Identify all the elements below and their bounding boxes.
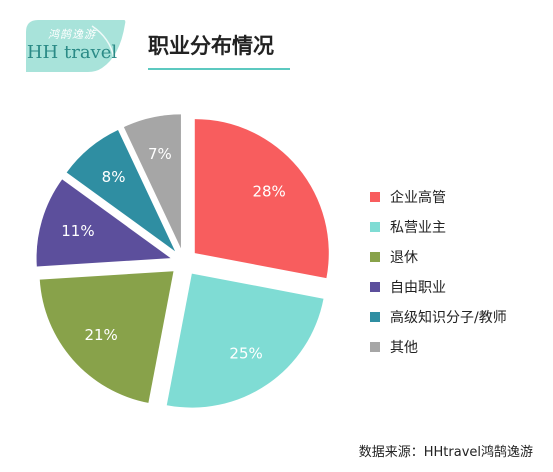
legend-item-5: 高级知识分子/教师 — [370, 302, 507, 332]
pie-slice-1 — [194, 119, 329, 279]
legend-item-1: 企业高管 — [370, 182, 507, 212]
legend-label: 自由职业 — [390, 280, 446, 296]
legend-label: 企业高管 — [390, 190, 446, 206]
page-title: 职业分布情况 — [148, 34, 274, 58]
legend-label: 私营业主 — [390, 220, 446, 236]
pie-label-4: 11% — [61, 222, 94, 240]
legend-swatch — [370, 252, 380, 262]
legend-label: 其他 — [390, 340, 418, 356]
title-underline — [148, 68, 290, 70]
pie-slice-2 — [166, 273, 324, 408]
legend-swatch — [370, 342, 380, 352]
logo-brand-text: HH travel — [26, 42, 118, 63]
legend-swatch — [370, 192, 380, 202]
pie-label-1: 28% — [252, 183, 285, 201]
pie-label-6: 7% — [148, 145, 172, 163]
legend-item-2: 私营业主 — [370, 212, 507, 242]
logo-leaf-shape — [26, 20, 126, 72]
legend-item-4: 自由职业 — [370, 272, 507, 302]
pie-slice-4 — [36, 179, 171, 267]
legend-item-3: 退休 — [370, 242, 507, 272]
legend-swatch — [370, 282, 380, 292]
legend-swatch — [370, 222, 380, 232]
logo-script-text: 鸿鹄逸游 — [48, 28, 96, 41]
pie-slice-6 — [123, 114, 181, 249]
data-source-note: 数据来源：HHtravel鸿鹄逸游 — [358, 445, 533, 460]
legend-label: 高级知识分子/教师 — [390, 310, 507, 326]
legend-label: 退休 — [390, 250, 418, 266]
brand-logo: 鸿鹄逸游 HH travel — [22, 18, 126, 72]
legend-swatch — [370, 312, 380, 322]
chart-legend: 企业高管私营业主退休自由职业高级知识分子/教师 其他 — [370, 182, 507, 362]
pie-label-5: 8% — [102, 168, 126, 186]
pie-slice-3 — [39, 271, 174, 403]
pie-slice-5 — [66, 129, 176, 252]
legend-item-6: 其他 — [370, 332, 507, 362]
pie-label-3: 21% — [84, 326, 117, 344]
pie-label-2: 25% — [229, 344, 262, 362]
